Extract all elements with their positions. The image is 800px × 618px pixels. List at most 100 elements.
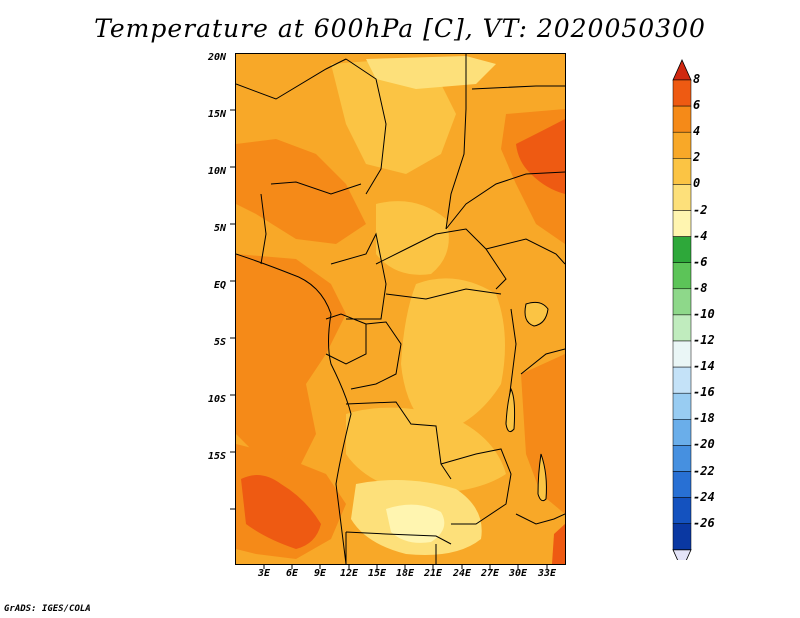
- colorbar-segment: [672, 366, 692, 394]
- lon-label-15e: 15E: [367, 568, 387, 579]
- colorbar-label: 6: [693, 98, 701, 113]
- warm-zone-east-coast: [521, 354, 565, 514]
- hot-zones: [241, 119, 565, 564]
- border-cameroon: [330, 232, 387, 320]
- colorbar-segment: [672, 131, 692, 159]
- border-angola: [345, 401, 452, 480]
- colorbar-segment: [672, 497, 692, 524]
- colorbar-segment: [672, 471, 692, 498]
- lat-label-5n: 5N: [213, 223, 226, 234]
- colorbar: [672, 59, 692, 560]
- colorbar-label: 4: [693, 124, 701, 139]
- colorbar-over-triangle: [672, 59, 692, 81]
- coolest-zone-south: [386, 504, 445, 543]
- map-panel: [235, 53, 566, 565]
- colorbar-label: -20: [693, 437, 715, 452]
- border-south-sudan: [485, 238, 565, 265]
- border-car: [375, 228, 507, 290]
- lat-label-10s: 10S: [207, 394, 226, 405]
- border-congo: [350, 321, 402, 390]
- colorbar-segment: [672, 392, 692, 420]
- colorbar-segment: [672, 210, 692, 237]
- border-nigeria: [270, 181, 362, 195]
- lakes: [505, 301, 549, 502]
- cooler-zone-north: [366, 56, 496, 89]
- cool-zone-north-central: [376, 201, 449, 275]
- lat-label-15n: 15N: [207, 109, 226, 120]
- colorbar-label: -8: [693, 280, 708, 295]
- hot-zone-south-west: [241, 475, 321, 549]
- colorbar-label: -22: [693, 463, 715, 478]
- colorbar-label: -18: [693, 411, 715, 426]
- border-zambia: [440, 448, 512, 525]
- cool-zones: [331, 59, 506, 494]
- temperature-map: [236, 54, 565, 564]
- colorbar-segment: [672, 236, 692, 263]
- lon-label-3e: 3E: [257, 568, 271, 579]
- lon-label-9e: 9E: [313, 568, 327, 579]
- lon-label-6e: 6E: [285, 568, 299, 579]
- hot-zone-south-east-corner: [552, 524, 565, 564]
- cool-zone-south: [346, 407, 506, 494]
- lon-label-21e: 21E: [423, 568, 443, 579]
- lake-victoria: [524, 301, 549, 327]
- coolest-zones: [386, 504, 445, 543]
- colorbar-label: -6: [693, 254, 708, 269]
- colorbar-segment: [672, 79, 692, 107]
- lat-label-eq: EQ: [213, 280, 226, 291]
- colorbar-label: 8: [693, 72, 701, 86]
- border-chad: [445, 54, 467, 230]
- lat-label-10n: 10N: [207, 166, 226, 177]
- border-niger-east: [345, 58, 387, 195]
- warm-zone-north: [236, 139, 366, 244]
- border-angola-south: [345, 531, 452, 545]
- cool-zone-central: [401, 278, 505, 434]
- colorbar-segment: [672, 158, 692, 185]
- colorbar-under-triangle: [672, 549, 692, 560]
- lon-label-33e: 33E: [537, 568, 557, 579]
- lon-label-18e: 18E: [395, 568, 415, 579]
- colorbar-segment: [672, 314, 692, 342]
- chart-title: Temperature at 600hPa [C], VT: 202005030…: [94, 14, 706, 43]
- colorbar-label: -4: [693, 228, 708, 243]
- country-borders: [236, 54, 565, 564]
- colorbar-segment: [672, 419, 692, 446]
- lake-malawi: [537, 453, 547, 502]
- colorbar-segment: [672, 445, 692, 472]
- colorbar-segment: [672, 105, 692, 133]
- colorbar-label: 0: [693, 176, 701, 191]
- border-gabon: [325, 313, 367, 365]
- lon-label-12e: 12E: [339, 568, 359, 579]
- colorbar-label: -14: [693, 359, 715, 374]
- lon-label-24e: 24E: [452, 568, 472, 579]
- colorbar-label: -2: [693, 202, 708, 217]
- border-libya-chad: [471, 85, 565, 90]
- colorbar-label: -16: [693, 385, 715, 400]
- border-mozambique: [515, 513, 565, 525]
- colorbar-segment: [672, 340, 692, 368]
- colorbar-segment: [672, 262, 692, 290]
- grads-credit: GrADS: IGES/COLA: [4, 604, 91, 614]
- border-nigeria-south: [260, 193, 267, 265]
- colorbar-label: -10: [693, 306, 715, 321]
- colorbar-label: -12: [693, 333, 715, 347]
- lat-label-20n: 20N: [207, 52, 226, 63]
- lake-tanganyika: [505, 387, 516, 433]
- lat-label-5s: 5S: [213, 337, 226, 348]
- colorbar-label: -26: [693, 515, 715, 530]
- colorbar-label: -24: [693, 489, 715, 504]
- border-sudan: [445, 171, 565, 230]
- border-car-south: [385, 288, 502, 300]
- border-niger-algeria: [236, 58, 347, 100]
- colorbar-segment: [672, 523, 692, 551]
- lon-label-27e: 27E: [480, 568, 500, 579]
- coastline-west: [236, 253, 352, 564]
- colorbar-segment: [672, 288, 692, 316]
- colorbar-label: 2: [693, 150, 701, 165]
- lon-label-30e: 30E: [508, 568, 528, 579]
- warm-zone-west: [236, 254, 346, 474]
- colorbar-segment: [672, 184, 692, 211]
- border-tanzania: [520, 348, 565, 375]
- lat-label-15s: 15S: [207, 451, 226, 462]
